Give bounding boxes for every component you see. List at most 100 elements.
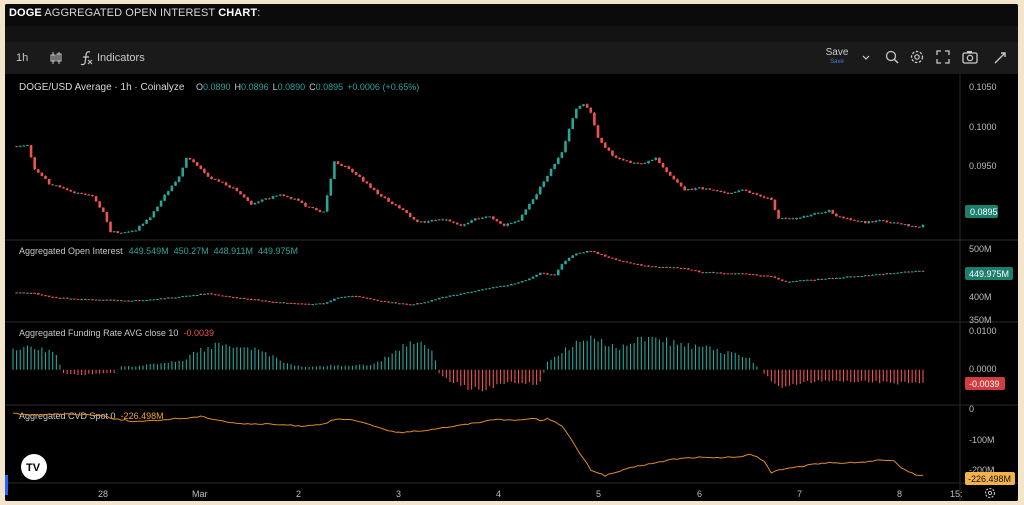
fr-current-label: -0.0039 — [969, 379, 1000, 389]
candles-icon[interactable] — [49, 51, 63, 65]
price-candle — [910, 226, 914, 228]
oi-candle — [87, 299, 91, 301]
indicators-button[interactable]: Indicators — [97, 52, 145, 64]
oi-candle — [434, 299, 437, 301]
oi-candle — [621, 261, 625, 263]
oi-candle — [777, 277, 780, 280]
price-candle — [813, 213, 816, 215]
fullscreen-icon[interactable] — [935, 49, 951, 65]
oi-candle — [152, 299, 156, 301]
price-candle — [625, 160, 629, 162]
oi-candle — [123, 300, 127, 302]
page-title-symbol: DOGE — [9, 7, 42, 19]
price-candle — [340, 164, 343, 167]
oi-candle — [333, 298, 336, 301]
price-candle — [593, 112, 596, 126]
oi-candle — [668, 267, 672, 269]
price-candle — [130, 230, 134, 232]
price-candle — [445, 219, 448, 221]
price-candle — [62, 187, 65, 189]
oi-candle — [564, 260, 567, 265]
oi-candle — [228, 296, 231, 298]
oi-candle — [380, 300, 383, 302]
chart-area[interactable]: DOGE/USD Average · 1h · Coinalyze O0.089… — [5, 74, 1018, 501]
oi-candle — [535, 274, 538, 277]
oi-candle — [484, 288, 488, 290]
price-candle — [542, 181, 546, 187]
price-candle — [535, 194, 538, 200]
price-candle — [853, 219, 856, 221]
oi-candle — [365, 297, 369, 299]
oi-candle — [636, 264, 640, 266]
indicators-icon[interactable] — [80, 50, 94, 66]
price-candle — [560, 152, 564, 158]
oi-candle — [802, 280, 806, 282]
oi-axis-tick: 350M — [969, 315, 992, 325]
price-candle — [683, 186, 686, 191]
oi-candle — [690, 269, 694, 271]
price-candle — [531, 199, 535, 204]
price-candle — [759, 194, 762, 197]
oi-candle — [343, 296, 347, 298]
price-candle — [621, 159, 625, 161]
oi-candle — [766, 275, 770, 277]
price-candle — [36, 169, 40, 173]
price-candle — [686, 189, 690, 191]
o-value: 0.0890 — [203, 82, 231, 92]
price-candle — [499, 221, 502, 224]
oi-candle — [654, 266, 658, 268]
oi-candle — [231, 297, 235, 299]
oi-candle — [553, 274, 556, 276]
oi-candle — [253, 299, 257, 301]
publish-icon[interactable] — [993, 49, 1009, 65]
timeframe-button[interactable]: 1h — [16, 52, 29, 64]
oi-candle — [744, 273, 748, 275]
price-candle — [426, 221, 430, 223]
price-candle — [138, 225, 141, 231]
oi-candle — [874, 274, 878, 276]
price-candle — [845, 218, 849, 220]
chart-svg[interactable]: DOGE/USD Average · 1h · Coinalyze O0.089… — [5, 74, 1018, 501]
price-candle — [221, 181, 224, 183]
price-candle — [549, 168, 553, 176]
chart-frame: DOGE AGGREGATED OPEN INTEREST CHART: 1h … — [5, 4, 1018, 501]
price-candle — [791, 218, 795, 220]
price-candle — [488, 216, 491, 218]
price-candle — [676, 179, 679, 183]
gear-icon[interactable] — [984, 487, 996, 499]
oi-candle — [105, 299, 109, 301]
gear-icon[interactable] — [909, 49, 925, 65]
fr-axis-tick: 0.0100 — [969, 326, 997, 336]
oi-candle — [76, 298, 80, 300]
oi-candle — [318, 303, 322, 305]
oi-candle — [130, 300, 134, 302]
oi-candle — [531, 276, 535, 279]
price-axis-tick: 0.0950 — [969, 161, 997, 171]
blue-edge-tab[interactable] — [5, 475, 8, 495]
camera-icon[interactable] — [961, 49, 979, 65]
oi-candle — [426, 301, 430, 303]
price-candle — [33, 157, 36, 170]
oi-candle — [614, 258, 618, 260]
price-candle — [174, 181, 177, 186]
oi-candle — [611, 257, 614, 259]
price-candle — [199, 165, 203, 169]
price-candle — [293, 198, 296, 200]
price-candle — [571, 118, 575, 129]
price-candle — [304, 202, 307, 207]
tradingview-logo[interactable]: TV — [21, 454, 47, 480]
price-candle — [40, 172, 44, 176]
price-candle — [282, 194, 286, 196]
search-icon[interactable] — [884, 49, 900, 65]
save-label: Save — [825, 47, 849, 58]
chevron-down-icon[interactable] — [861, 54, 871, 62]
oi-candle — [524, 280, 528, 282]
price-candle — [325, 195, 329, 212]
price-candle — [246, 197, 250, 201]
oi-candle — [127, 300, 130, 302]
price-candle — [448, 219, 452, 222]
oi-candle — [325, 302, 329, 304]
price-candle — [423, 221, 426, 223]
save-button[interactable]: Save Save — [823, 48, 851, 66]
oi-candle — [629, 262, 632, 264]
